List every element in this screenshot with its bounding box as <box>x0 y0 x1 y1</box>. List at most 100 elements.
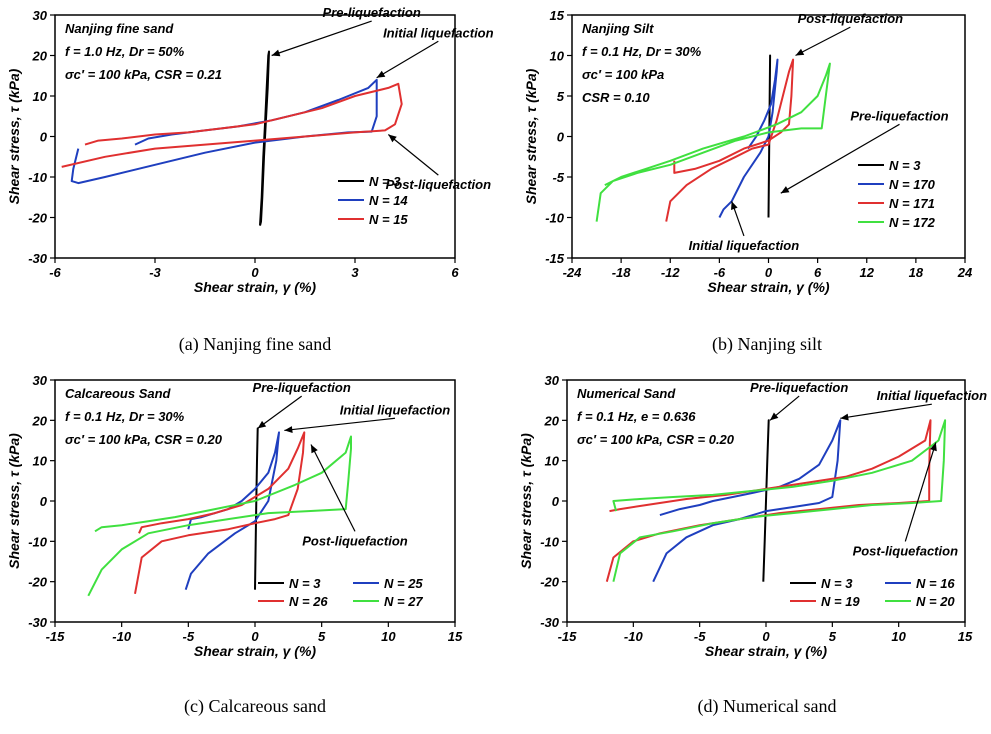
annotation-arrowhead <box>376 70 386 78</box>
x-tick-label: -5 <box>694 629 706 644</box>
y-tick-label: 5 <box>557 89 565 104</box>
y-tick-label: 0 <box>40 494 48 509</box>
legend-label: N = 3 <box>289 576 321 591</box>
x-tick-label: -12 <box>661 265 681 280</box>
annotation-label: Pre-liquefaction <box>323 5 421 20</box>
y-tick-label: -30 <box>540 615 560 630</box>
y-axis-label: Shear stress, τ (kPa) <box>6 68 22 204</box>
x-axis-label: Shear strain, γ (%) <box>194 279 316 295</box>
x-tick-label: 3 <box>351 265 359 280</box>
x-tick-label: -6 <box>49 265 61 280</box>
info-text: Calcareous Sand <box>65 386 172 401</box>
annotation-arrow <box>904 442 937 542</box>
annotation-arrowhead <box>769 412 779 421</box>
annotation-arrow <box>840 403 932 419</box>
y-tick-label: 10 <box>550 49 565 64</box>
annotation-arrow <box>284 417 396 432</box>
legend-label: N = 15 <box>369 212 408 227</box>
legend-label: N = 16 <box>916 576 955 591</box>
y-axis-label: Shear stress, τ (kPa) <box>518 433 534 569</box>
x-axis-label: Shear strain, γ (%) <box>705 643 827 659</box>
annotation-label: Pre-liquefaction <box>850 108 948 123</box>
info-text: f = 0.1 Hz, Dr = 30% <box>582 44 702 59</box>
panel-caption: (a) Nanjing fine sand <box>179 334 331 355</box>
x-tick-label: 15 <box>448 629 463 644</box>
legend-label: N = 171 <box>889 196 935 211</box>
annotation-label: Post-liquefaction <box>798 11 904 26</box>
y-tick-label: 0 <box>40 130 48 145</box>
series-line <box>767 54 772 218</box>
y-tick-label: 10 <box>33 454 48 469</box>
x-tick-label: 5 <box>829 629 837 644</box>
y-axis-label: Shear stress, τ (kPa) <box>523 68 539 204</box>
x-tick-label: 0 <box>251 265 259 280</box>
y-tick-label: 30 <box>33 373 48 388</box>
x-tick-label: 24 <box>957 265 973 280</box>
x-tick-label: -15 <box>558 629 578 644</box>
annotation-arrowhead <box>388 134 397 143</box>
y-tick-label: 20 <box>32 49 48 64</box>
annotation-label: Initial liquefaction <box>340 402 451 417</box>
y-tick-label: -10 <box>28 534 48 549</box>
info-text: Nanjing Silt <box>582 21 654 36</box>
x-tick-label: -10 <box>624 629 644 644</box>
annotation-arrowhead <box>795 48 805 56</box>
x-tick-label: 0 <box>251 629 259 644</box>
legend-label: N = 26 <box>289 594 328 609</box>
series-line <box>259 50 270 226</box>
legend-label: N = 3 <box>369 174 401 189</box>
annotation-arrow <box>257 395 303 429</box>
x-tick-label: 0 <box>762 629 770 644</box>
x-axis-label: Shear strain, γ (%) <box>707 279 829 295</box>
panel-caption: (d) Numerical sand <box>698 696 837 717</box>
y-tick-label: -20 <box>540 575 560 590</box>
x-tick-label: 0 <box>765 265 773 280</box>
x-tick-label: -24 <box>563 265 583 280</box>
y-tick-label: -5 <box>552 170 564 185</box>
y-axis-label: Shear stress, τ (kPa) <box>6 433 22 569</box>
annotation-arrowhead <box>257 420 267 429</box>
series-line <box>87 435 352 597</box>
annotation-label: Initial liquefaction <box>383 25 494 40</box>
info-text: f = 0.1 Hz, e = 0.636 <box>577 409 696 424</box>
y-tick-label: -20 <box>28 211 48 226</box>
info-text: σc′ = 100 kPa, CSR = 0.21 <box>65 67 222 82</box>
info-text: Nanjing fine sand <box>65 21 174 36</box>
panel-caption: (c) Calcareous sand <box>184 696 326 717</box>
x-tick-label: 12 <box>860 265 875 280</box>
y-tick-label: -30 <box>28 251 48 266</box>
legend-label: N = 19 <box>821 594 860 609</box>
x-tick-label: -18 <box>612 265 632 280</box>
info-text: σc′ = 100 kPa <box>582 67 664 82</box>
info-text: CSR = 0.10 <box>582 90 650 105</box>
y-tick-label: 30 <box>545 373 560 388</box>
x-tick-label: 15 <box>958 629 973 644</box>
legend-label: N = 170 <box>889 177 936 192</box>
annotation-arrow <box>271 20 372 57</box>
legend-label: N = 25 <box>384 576 423 591</box>
y-tick-label: 0 <box>552 494 560 509</box>
info-text: σc′ = 100 kPa, CSR = 0.20 <box>65 432 223 447</box>
y-tick-label: 15 <box>550 8 565 23</box>
y-tick-label: 30 <box>33 8 48 23</box>
legend-label: N = 27 <box>384 594 423 609</box>
annotation-arrow <box>310 444 356 532</box>
x-tick-label: 10 <box>891 629 906 644</box>
x-tick-label: 5 <box>318 629 326 644</box>
info-text: σc′ = 100 kPa, CSR = 0.20 <box>577 432 735 447</box>
annotation-label: Pre-liquefaction <box>253 380 351 395</box>
y-tick-label: -10 <box>28 170 48 185</box>
chart-panel-3: -15 -10 -5 0 5 10 15 -30 -20 -10 0 10 20 30 Shear stra… <box>6 373 463 659</box>
annotation-arrow <box>376 40 439 79</box>
annotation-label: Post-liquefaction <box>386 177 492 192</box>
series-line <box>718 58 779 218</box>
y-tick-label: 10 <box>545 454 560 469</box>
annotation-label: Initial liquefaction <box>689 238 800 253</box>
series-line <box>70 78 378 185</box>
y-tick-label: -10 <box>540 534 560 549</box>
series-line <box>61 82 403 168</box>
series-line <box>184 431 280 591</box>
annotation-arrowhead <box>311 444 318 454</box>
panel-caption: (b) Nanjing silt <box>712 334 822 355</box>
